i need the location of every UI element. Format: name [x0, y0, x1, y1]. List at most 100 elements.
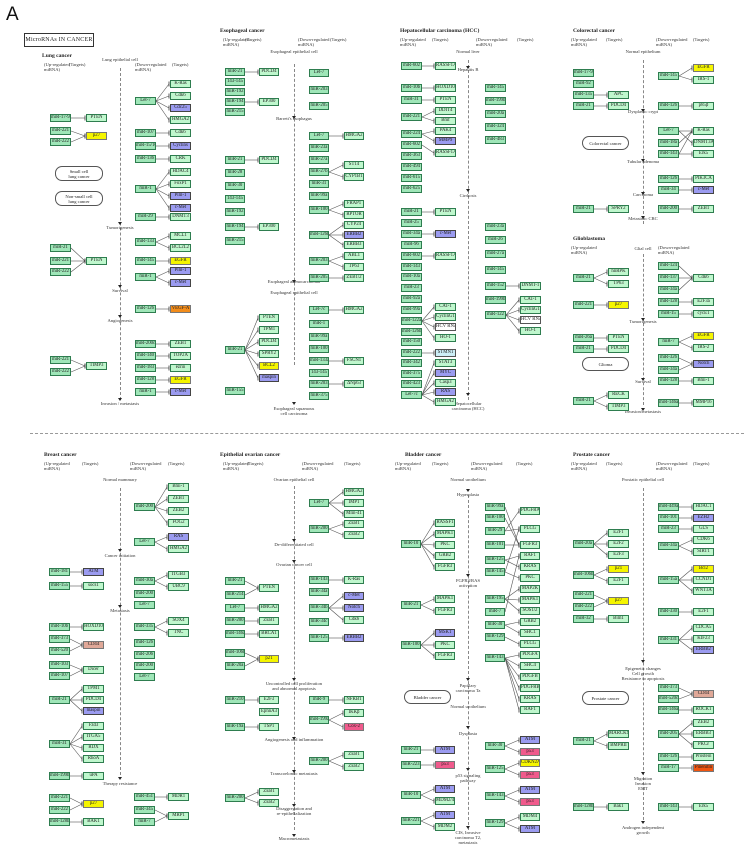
target-gene-node[interactable]: KIF23 [693, 635, 714, 643]
mirna-node[interactable]: miR-23 [658, 525, 679, 533]
cancer-type-link[interactable]: Prostate cancer [582, 691, 629, 705]
target-gene-node[interactable]: HOXD10 [83, 623, 104, 631]
mirna-node[interactable]: Let-7 [225, 604, 245, 612]
target-gene-node[interactable]: MYC [435, 369, 456, 377]
mirna-node[interactable]: miR-136 [135, 155, 156, 163]
target-gene-node[interactable]: SPRY2 [608, 205, 629, 213]
target-gene-node[interactable]: p21 [608, 565, 629, 573]
target-gene-node[interactable]: BAK1 [83, 818, 104, 826]
target-gene-node[interactable]: ATM [83, 568, 104, 576]
target-gene-node[interactable]: RASSF1A [435, 62, 456, 70]
target-gene-node[interactable]: HO-1 [520, 327, 541, 335]
mirna-node[interactable]: miR-18a [658, 139, 679, 147]
mirna-node[interactable]: miR-17-92 [573, 69, 594, 77]
target-gene-node[interactable]: ZEB2 [259, 799, 279, 807]
mirna-node[interactable]: miR-221 [49, 794, 70, 802]
target-gene-node[interactable]: PLCG [520, 640, 540, 648]
mirna-node[interactable]: miR-100 [401, 641, 421, 649]
target-gene-node[interactable]: SOS1/2 [520, 607, 540, 615]
mirna-node[interactable]: miR-155 [49, 582, 70, 590]
mirna-node[interactable]: miR-194 [225, 98, 245, 106]
mirna-node[interactable]: miR-222 [50, 268, 71, 276]
target-gene-node[interactable]: ERBB3 [693, 730, 714, 738]
target-gene-node[interactable]: PDCD4 [608, 345, 629, 353]
target-gene-node[interactable]: TPM1 [83, 685, 104, 693]
target-gene-node[interactable]: p85β [693, 102, 714, 110]
mirna-node[interactable]: miR-21 [573, 345, 594, 353]
mirna-node[interactable]: miR-375 [401, 370, 422, 378]
target-gene-node[interactable]: HDAC4 [170, 168, 191, 176]
mirna-node[interactable]: miR-21 [401, 601, 421, 609]
mirna-node[interactable]: miR-10 [401, 791, 421, 799]
target-gene-node[interactable]: ROCK1 [693, 706, 714, 714]
mirna-node[interactable]: miR-7 [658, 338, 679, 346]
target-gene-node[interactable]: PTEN [259, 314, 279, 322]
target-gene-node[interactable]: PTEN [608, 334, 629, 342]
target-gene-node[interactable]: HCV RNA [520, 316, 541, 324]
target-gene-node[interactable]: CCND1 [693, 576, 714, 584]
mirna-node[interactable]: miR-330 [658, 608, 679, 616]
mirna-node[interactable]: miR-373 [658, 684, 679, 692]
target-gene-node[interactable]: KRAS [520, 695, 540, 703]
target-gene-node[interactable]: E2F3 [259, 696, 279, 704]
target-gene-node[interactable]: c-Met [344, 592, 364, 600]
mirna-node[interactable]: miR-21 [49, 696, 70, 704]
target-gene-node[interactable]: cycE1 [693, 310, 714, 318]
target-gene-node[interactable]: Pinenitin [693, 764, 714, 772]
target-gene-node[interactable]: ZEB1 [170, 340, 191, 348]
target-gene-node[interactable]: c-Met [170, 279, 191, 287]
mirna-node[interactable]: miR-145 [485, 568, 505, 576]
mirna-node[interactable]: miR-34a [309, 588, 329, 596]
target-gene-node[interactable]: RPTOR [344, 211, 364, 219]
mirna-node[interactable]: miR-181 [49, 568, 70, 576]
mirna-node[interactable]: miR-100 [309, 345, 329, 353]
target-gene-node[interactable]: PDGFA [520, 651, 540, 659]
target-gene-node[interactable]: CyclinG1 [435, 313, 456, 321]
target-gene-node[interactable]: HO-1 [435, 334, 456, 342]
mirna-node[interactable]: miR-205 [309, 274, 329, 282]
target-gene-node[interactable]: CDKN2A [520, 759, 540, 767]
target-gene-node[interactable]: p21 [259, 655, 279, 663]
target-gene-node[interactable]: PTEN [86, 114, 107, 122]
target-gene-node[interactable]: ERBB3 [344, 241, 364, 249]
target-gene-node[interactable]: E2F1 [693, 608, 714, 616]
mirna-node[interactable]: miR-19a [225, 723, 245, 731]
target-gene-node[interactable]: Cdk6 [170, 92, 191, 100]
target-gene-node[interactable]: Bmi-1 [693, 377, 714, 385]
target-gene-node[interactable]: TIMP3 [608, 403, 629, 411]
target-gene-node[interactable]: E2F1 [608, 577, 629, 585]
mirna-node[interactable]: miR-375 [309, 392, 329, 400]
target-gene-node[interactable]: RASSF1A [435, 149, 456, 157]
target-gene-node[interactable]: CYP1B1 [344, 173, 364, 181]
target-gene-node[interactable]: uPA [83, 772, 104, 780]
mirna-node[interactable]: miR-27b [309, 168, 329, 176]
target-gene-node[interactable]: SHC4 [520, 662, 540, 670]
target-gene-node[interactable]: HMGA2 [259, 604, 279, 612]
target-gene-node[interactable]: MCL1 [170, 232, 191, 240]
cancer-type-link[interactable]: Bladder cancer [404, 690, 451, 704]
target-gene-node[interactable]: TPM1 [259, 326, 279, 334]
target-gene-node[interactable]: E2F2 [608, 540, 629, 548]
mirna-node[interactable]: miR-625 [401, 185, 422, 193]
mirna-node[interactable]: miR-21 [573, 205, 594, 213]
mirna-node[interactable]: miR-146a [225, 630, 245, 638]
cancer-type-link[interactable]: Non-small cell lung cancer [55, 191, 103, 206]
mirna-node[interactable]: miR-128 [658, 377, 679, 385]
target-gene-node[interactable]: Bmf [435, 117, 456, 125]
mirna-node[interactable]: miR-602 [401, 62, 422, 70]
mirna-node[interactable]: miR-10a [401, 273, 422, 281]
mirna-node[interactable]: miR-200 [658, 205, 679, 213]
mirna-node[interactable]: miR-20a [225, 662, 245, 670]
target-gene-node[interactable]: STAT3 [435, 359, 456, 367]
target-gene-node[interactable]: CAT-1 [435, 303, 456, 311]
target-gene-node[interactable]: EZH2 [693, 514, 714, 522]
mirna-node[interactable]: 143-145 [309, 369, 329, 377]
target-gene-node[interactable]: DNMT3A [693, 139, 714, 147]
mirna-node[interactable]: miR-143 [658, 803, 679, 811]
target-gene-node[interactable]: ERBB2 [344, 634, 364, 642]
mirna-node[interactable]: miR-28 [225, 169, 245, 177]
mirna-node[interactable]: miR-31 [401, 96, 422, 104]
mirna-node[interactable]: miR-125 [309, 634, 329, 642]
target-gene-node[interactable]: MAPK1 [435, 530, 455, 538]
mirna-node[interactable]: miR-335 [134, 623, 155, 631]
